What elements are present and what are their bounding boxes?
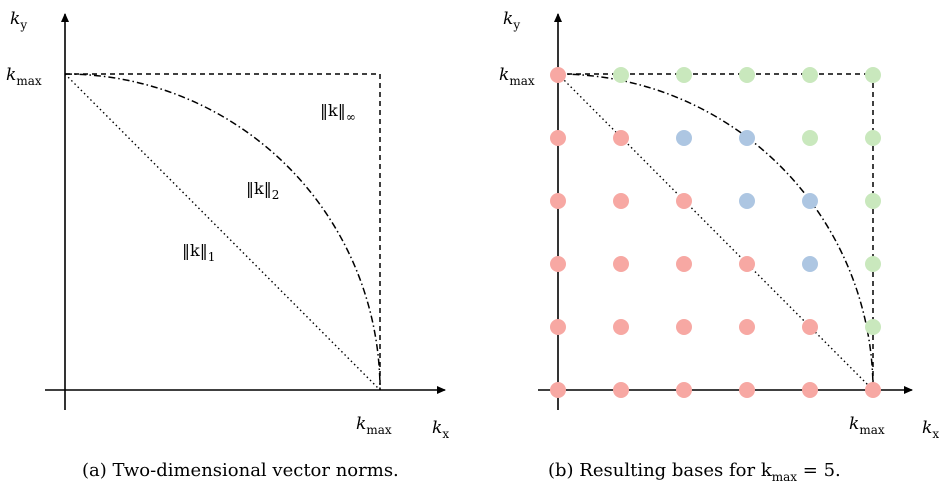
norm-1-label: ‖k‖1	[182, 241, 215, 264]
basis-point-linf	[865, 319, 881, 335]
basis-point-l1	[739, 319, 755, 335]
basis-point-l1	[802, 382, 818, 398]
basis-point-l1	[613, 256, 629, 272]
norm-inf-curve	[65, 73, 381, 390]
basis-point-l1	[613, 319, 629, 335]
basis-point-linf	[802, 67, 818, 83]
basis-point-l2	[802, 193, 818, 209]
basis-point-l1	[613, 382, 629, 398]
axis-label-ky: ky	[503, 9, 520, 32]
panel-a: ky kx kmax kmax ‖k‖∞ ‖k‖2 ‖k‖1 (a) Two-d…	[6, 9, 449, 481]
basis-point-linf	[865, 130, 881, 146]
basis-point-l1	[550, 67, 566, 83]
kmax-x-label: kmax	[356, 414, 392, 437]
basis-point-l1	[550, 319, 566, 335]
caption-b: (b) Resulting bases for kmax = 5.	[548, 460, 841, 484]
basis-point-l1	[739, 382, 755, 398]
axis-label-kx: kx	[432, 418, 449, 441]
caption-a: (a) Two-dimensional vector norms.	[82, 460, 399, 481]
basis-point-l1	[802, 319, 818, 335]
norm-1-curve	[64, 73, 381, 391]
basis-point-l1	[550, 382, 566, 398]
basis-point-l1	[550, 193, 566, 209]
basis-point-l2	[802, 256, 818, 272]
basis-point-linf	[865, 67, 881, 83]
basis-point-l1	[676, 256, 692, 272]
norm-inf-label: ‖k‖∞	[320, 101, 356, 124]
basis-point-l1	[613, 130, 629, 146]
basis-point-l1	[550, 256, 566, 272]
basis-point-linf	[802, 130, 818, 146]
axis-label-ky: ky	[10, 9, 27, 32]
basis-point-linf	[865, 193, 881, 209]
basis-points	[550, 67, 881, 398]
kmax-x-label: kmax	[849, 414, 885, 437]
basis-point-linf	[739, 67, 755, 83]
basis-point-linf	[613, 67, 629, 83]
basis-point-linf	[865, 256, 881, 272]
basis-point-l2	[739, 130, 755, 146]
basis-point-l1	[865, 382, 881, 398]
norm-2-curve	[557, 73, 874, 391]
panel-b: ky kx kmax kmax (b) Resulting bases for …	[499, 9, 939, 484]
basis-point-l1	[550, 130, 566, 146]
basis-point-l2	[676, 130, 692, 146]
basis-point-linf	[676, 67, 692, 83]
basis-point-l1	[739, 256, 755, 272]
norm-2-curve	[64, 73, 381, 391]
basis-point-l1	[613, 193, 629, 209]
axis-label-kx: kx	[922, 418, 939, 441]
basis-point-l1	[676, 382, 692, 398]
basis-point-l1	[676, 319, 692, 335]
basis-point-l1	[676, 193, 692, 209]
kmax-y-label: kmax	[6, 65, 42, 88]
kmax-y-label: kmax	[499, 65, 535, 88]
norm-2-label: ‖k‖2	[246, 179, 279, 202]
norm-1-curve	[557, 73, 874, 391]
basis-point-l2	[739, 193, 755, 209]
